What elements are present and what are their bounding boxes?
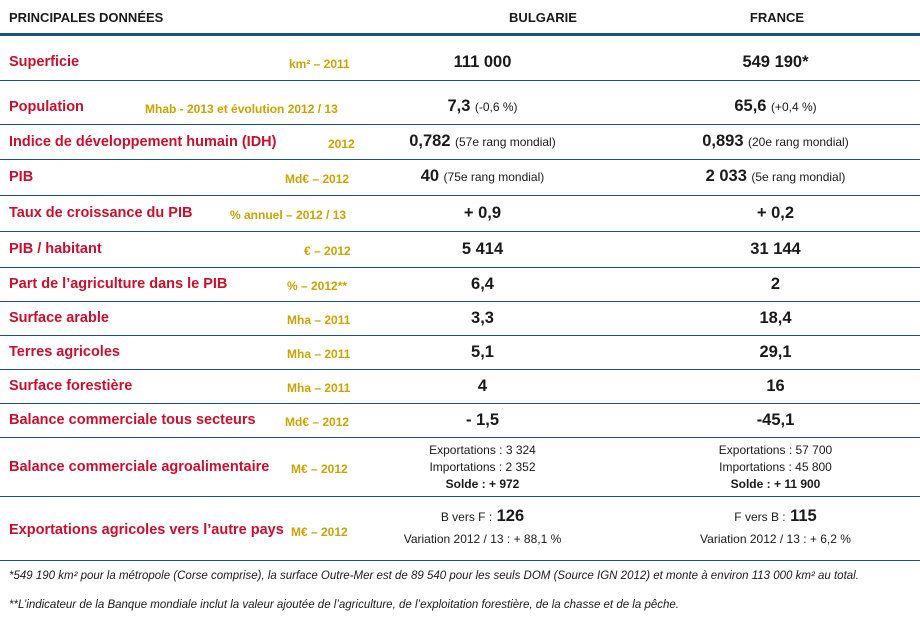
table-row: Terres agricoles Mha – 2011 5,1 29,1	[0, 336, 920, 370]
row-label: PIB	[9, 169, 34, 185]
table-row: Exportations agricoles vers l’autre pays…	[0, 497, 920, 561]
value-france: 18,4	[759, 309, 792, 327]
value-main: 2 033	[705, 167, 747, 185]
value-bulgarie: 0,782 (57e rang mondial)	[365, 132, 600, 151]
solde-text: Solde : + 972	[445, 477, 520, 491]
value-bulgarie: + 0,9	[463, 204, 502, 222]
value-main: 0,782	[409, 132, 451, 150]
value-bulgarie: B vers F : 126 Variation 2012 / 13 : + 8…	[365, 507, 600, 546]
exportations-text: Exportations : 3 324	[429, 443, 536, 457]
value-france: Exportations : 57 700 Importations : 45 …	[658, 442, 893, 493]
importations-text: Importations : 2 352	[429, 460, 536, 474]
value-main: 115	[790, 507, 817, 525]
value-bulgarie: 111 000	[453, 53, 512, 71]
value-bulgarie: 6,4	[471, 275, 494, 293]
value-note: (-0,6 %)	[474, 100, 518, 114]
row-label: PIB / habitant	[9, 241, 102, 257]
value-main: 126	[496, 507, 525, 525]
header-bulgarie: BULGARIE	[509, 10, 577, 25]
solde-text: Solde : + 11 900	[730, 477, 821, 491]
variation-text: Variation 2012 / 13 : + 6,2 %	[700, 532, 851, 546]
table-row: PIB Md€ – 2012 40 (75e rang mondial) 2 0…	[0, 160, 920, 196]
header-france: FRANCE	[749, 10, 805, 25]
row-label: Superficie	[9, 54, 80, 70]
value-note: (20e rang mondial)	[748, 135, 849, 149]
value-france: 2 033 (5e rang mondial)	[658, 167, 893, 186]
value-main: 65,6	[734, 97, 767, 115]
table-row: Population Mhab - 2013 et évolution 2012…	[0, 81, 920, 125]
exportations-text: Exportations : 57 700	[718, 443, 833, 457]
table-row: Indice de développement humain (IDH) 201…	[0, 125, 920, 160]
table-row: Surface forestière Mha – 2011 4 16	[0, 370, 920, 404]
row-unit: € – 2012	[304, 244, 351, 258]
footnote-2: **L’indicateur de la Banque mondiale inc…	[9, 599, 679, 611]
row-label: Population	[9, 99, 84, 115]
value-bulgarie: - 1,5	[465, 411, 500, 429]
value-bulgarie: 3,3	[471, 309, 494, 327]
value-note: (57e rang mondial)	[455, 135, 556, 149]
value-bulgarie: Exportations : 3 324 Importations : 2 35…	[365, 442, 600, 493]
value-main: 40	[420, 167, 440, 185]
value-france: -45,1	[756, 411, 795, 429]
value-bulgarie: 4	[477, 377, 488, 395]
value-note: (+0,4 %)	[770, 100, 817, 114]
value-bulgarie: 5 414	[461, 240, 504, 258]
row-unit: M€ – 2012	[291, 525, 348, 539]
row-unit: Md€ – 2012	[285, 172, 350, 186]
value-france: 29,1	[759, 343, 792, 361]
row-unit: km² – 2011	[289, 57, 350, 71]
row-unit: Mhab - 2013 et évolution 2012 / 13	[145, 102, 338, 116]
value-france: 31 144	[750, 240, 801, 258]
header-principales: PRINCIPALES DONNÉES	[9, 10, 164, 25]
value-bulgarie: 7,3 (-0,6 %)	[365, 97, 600, 116]
table-row: Balance commerciale tous secteurs Md€ – …	[0, 404, 920, 438]
value-bulgarie: 40 (75e rang mondial)	[365, 167, 600, 186]
direction-text: B vers F :	[440, 510, 493, 524]
table-row: Part de l’agriculture dans le PIB % – 20…	[0, 268, 920, 302]
row-unit: % – 2012**	[287, 279, 348, 293]
row-label: Balance commerciale tous secteurs	[9, 412, 256, 428]
value-main: 7,3	[447, 97, 471, 115]
row-label: Taux de croissance du PIB	[9, 205, 193, 221]
row-unit: % annuel – 2012 / 13	[230, 208, 347, 222]
value-bulgarie: 5,1	[471, 343, 494, 361]
value-main: 0,893	[702, 132, 744, 150]
row-unit: 2012	[328, 137, 355, 151]
variation-text: Variation 2012 / 13 : + 88,1 %	[403, 532, 562, 546]
value-france: 65,6 (+0,4 %)	[658, 97, 893, 116]
table-header: PRINCIPALES DONNÉES BULGARIE FRANCE	[0, 0, 920, 36]
row-label: Balance commerciale agroalimentaire	[9, 459, 270, 475]
importations-text: Importations : 45 800	[719, 460, 832, 474]
value-france: 549 190*	[742, 53, 809, 71]
row-unit: Mha – 2011	[287, 313, 351, 327]
table-row: Balance commerciale agroalimentaire M€ –…	[0, 438, 920, 497]
row-label: Surface forestière	[9, 378, 133, 394]
row-label: Terres agricoles	[9, 344, 120, 360]
row-unit: M€ – 2012	[291, 462, 348, 476]
row-unit: Md€ – 2012	[285, 415, 350, 429]
row-label: Part de l’agriculture dans le PIB	[9, 276, 228, 292]
table-row: Surface arable Mha – 2011 3,3 18,4	[0, 302, 920, 336]
value-france: 2	[770, 275, 781, 293]
value-france: 16	[766, 377, 785, 395]
value-france: 0,893 (20e rang mondial)	[658, 132, 893, 151]
table-row: Superficie km² – 2011 111 000 549 190*	[0, 36, 920, 81]
value-france: F vers B : 115 Variation 2012 / 13 : + 6…	[658, 507, 893, 546]
value-france: + 0,2	[756, 204, 795, 222]
value-note: (5e rang mondial)	[751, 170, 846, 184]
row-unit: Mha – 2011	[287, 381, 351, 395]
footnote-1: *549 190 km² pour la métropole (Corse co…	[9, 570, 859, 582]
row-label: Exportations agricoles vers l’autre pays	[9, 522, 284, 538]
table-row: PIB / habitant € – 2012 5 414 31 144	[0, 232, 920, 268]
row-unit: Mha – 2011	[287, 347, 351, 361]
row-label: Indice de développement humain (IDH)	[9, 134, 277, 150]
direction-text: F vers B :	[734, 510, 786, 524]
table-row: Taux de croissance du PIB % annuel – 201…	[0, 196, 920, 232]
row-label: Surface arable	[9, 310, 109, 326]
value-note: (75e rang mondial)	[443, 170, 545, 184]
